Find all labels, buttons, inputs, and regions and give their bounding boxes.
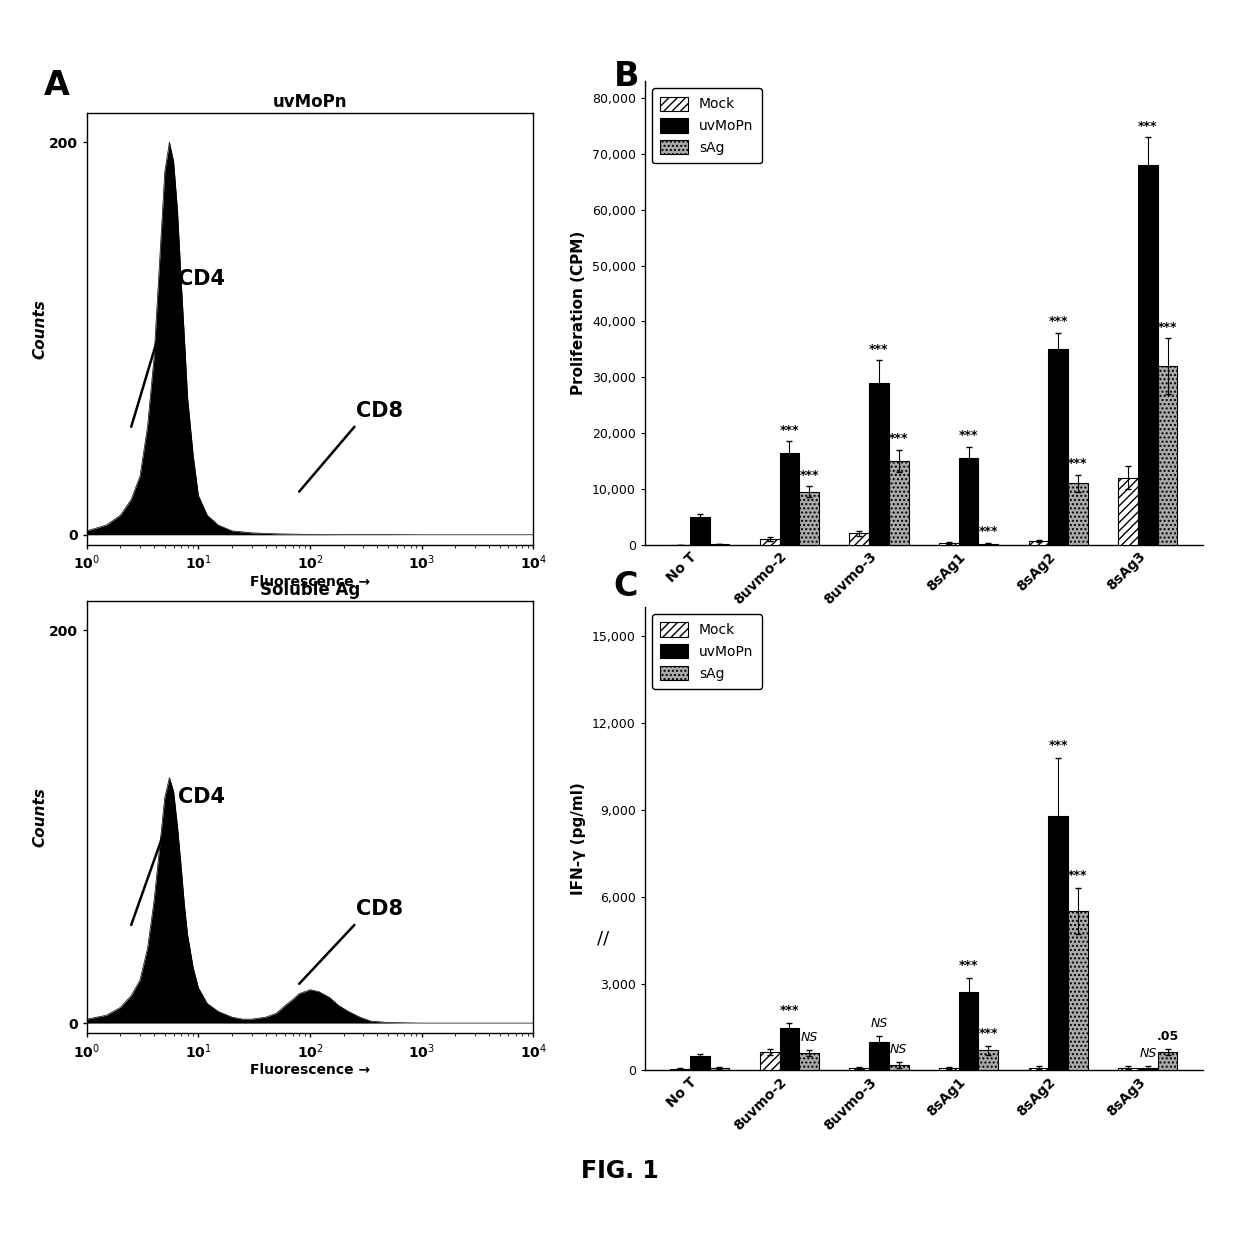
Text: ***: *** bbox=[1049, 316, 1068, 328]
Y-axis label: Proliferation (CPM): Proliferation (CPM) bbox=[572, 230, 587, 396]
Y-axis label: IFN-γ (pg/ml): IFN-γ (pg/ml) bbox=[572, 782, 587, 895]
Bar bbox=[1068, 483, 1087, 545]
Bar bbox=[1158, 1052, 1178, 1070]
Y-axis label: Counts: Counts bbox=[32, 788, 47, 846]
Text: ***: *** bbox=[1138, 120, 1158, 133]
Text: CD8: CD8 bbox=[356, 401, 403, 421]
Bar bbox=[1048, 816, 1068, 1070]
Bar bbox=[849, 533, 869, 545]
Text: ***: *** bbox=[780, 424, 799, 437]
Bar bbox=[1158, 366, 1178, 545]
Bar bbox=[1138, 1068, 1158, 1070]
Bar bbox=[760, 540, 780, 545]
Bar bbox=[780, 1028, 800, 1070]
Text: CD4: CD4 bbox=[177, 269, 224, 289]
Bar bbox=[760, 1052, 780, 1070]
Bar bbox=[939, 1068, 959, 1070]
Text: B: B bbox=[614, 60, 640, 93]
Text: NS: NS bbox=[890, 1043, 908, 1055]
Text: C: C bbox=[614, 570, 639, 602]
Bar bbox=[889, 1064, 909, 1070]
Legend: Mock, uvMoPn, sAg: Mock, uvMoPn, sAg bbox=[652, 89, 761, 163]
Bar bbox=[670, 1069, 689, 1070]
Text: ***: *** bbox=[869, 343, 889, 356]
Text: ***: *** bbox=[959, 429, 978, 442]
Text: NS: NS bbox=[1140, 1048, 1157, 1060]
X-axis label: Fluorescence →: Fluorescence → bbox=[250, 575, 370, 588]
Bar bbox=[1029, 541, 1048, 545]
Text: ***: *** bbox=[1068, 869, 1087, 883]
Bar bbox=[939, 543, 959, 545]
Bar bbox=[849, 1068, 869, 1070]
Bar bbox=[889, 461, 909, 545]
X-axis label: Fluorescence →: Fluorescence → bbox=[250, 1063, 370, 1077]
Text: ***: *** bbox=[1049, 739, 1068, 752]
Bar bbox=[709, 1068, 729, 1070]
Bar bbox=[800, 1053, 818, 1070]
Bar bbox=[689, 1055, 709, 1070]
Text: CD4: CD4 bbox=[177, 788, 224, 808]
Text: NS: NS bbox=[870, 1017, 888, 1030]
Text: ***: *** bbox=[800, 468, 818, 482]
Bar bbox=[780, 452, 800, 545]
Bar bbox=[1068, 911, 1087, 1070]
Text: ***: *** bbox=[978, 526, 998, 538]
Text: ***: *** bbox=[780, 1004, 799, 1017]
Text: FIG. 1: FIG. 1 bbox=[582, 1158, 658, 1183]
Text: ***: *** bbox=[1068, 457, 1087, 471]
Bar bbox=[1118, 1068, 1138, 1070]
Text: .05: .05 bbox=[1157, 1030, 1179, 1043]
Bar bbox=[978, 1050, 998, 1070]
Bar bbox=[689, 517, 709, 545]
Title: Soluble Ag: Soluble Ag bbox=[260, 581, 360, 600]
Bar bbox=[1138, 165, 1158, 545]
Text: NS: NS bbox=[801, 1032, 817, 1044]
Text: A: A bbox=[43, 69, 69, 101]
Title: uvMoPn: uvMoPn bbox=[273, 93, 347, 111]
Text: CD8: CD8 bbox=[356, 899, 403, 919]
Text: //: // bbox=[596, 929, 609, 948]
Text: ***: *** bbox=[1158, 321, 1177, 333]
Y-axis label: Counts: Counts bbox=[32, 299, 47, 358]
Bar bbox=[869, 383, 889, 545]
Legend: Mock, uvMoPn, sAg: Mock, uvMoPn, sAg bbox=[652, 615, 761, 689]
Text: ***: *** bbox=[978, 1027, 998, 1040]
Bar bbox=[959, 458, 978, 545]
Bar bbox=[869, 1042, 889, 1070]
Bar bbox=[800, 492, 818, 545]
Bar bbox=[959, 993, 978, 1070]
Bar bbox=[1029, 1068, 1048, 1070]
Text: ***: *** bbox=[889, 432, 909, 446]
Bar bbox=[1118, 478, 1138, 545]
Bar bbox=[1048, 349, 1068, 545]
Text: ***: *** bbox=[959, 959, 978, 972]
